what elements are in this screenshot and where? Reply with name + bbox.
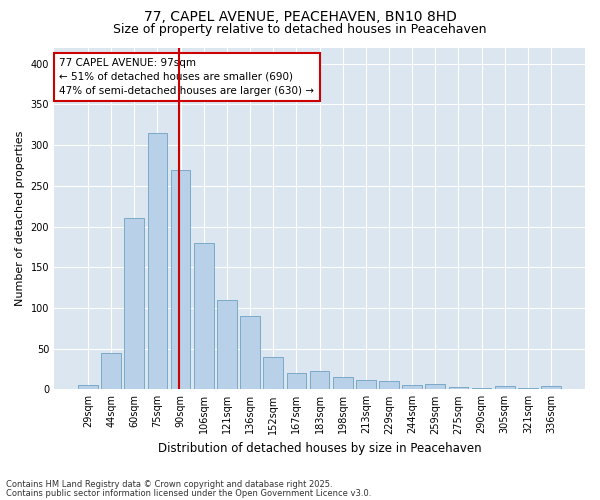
Bar [356, 380, 376, 390]
Bar [541, 386, 561, 390]
Bar [518, 388, 538, 390]
Bar [124, 218, 144, 390]
Text: 77, CAPEL AVENUE, PEACEHAVEN, BN10 8HD: 77, CAPEL AVENUE, PEACEHAVEN, BN10 8HD [143, 10, 457, 24]
Bar [472, 388, 491, 390]
Bar [287, 373, 306, 390]
Bar [78, 385, 98, 390]
X-axis label: Distribution of detached houses by size in Peacehaven: Distribution of detached houses by size … [158, 442, 481, 455]
Bar [402, 385, 422, 390]
Bar [217, 300, 237, 390]
Bar [379, 381, 399, 390]
Bar [425, 384, 445, 390]
Bar [495, 386, 515, 390]
Bar [333, 377, 353, 390]
Text: Contains public sector information licensed under the Open Government Licence v3: Contains public sector information licen… [6, 489, 371, 498]
Text: 77 CAPEL AVENUE: 97sqm
← 51% of detached houses are smaller (690)
47% of semi-de: 77 CAPEL AVENUE: 97sqm ← 51% of detached… [59, 58, 314, 96]
Y-axis label: Number of detached properties: Number of detached properties [15, 130, 25, 306]
Bar [148, 133, 167, 390]
Bar [449, 387, 468, 390]
Bar [310, 372, 329, 390]
Text: Contains HM Land Registry data © Crown copyright and database right 2025.: Contains HM Land Registry data © Crown c… [6, 480, 332, 489]
Bar [194, 243, 214, 390]
Bar [101, 352, 121, 390]
Bar [240, 316, 260, 390]
Bar [171, 170, 190, 390]
Text: Size of property relative to detached houses in Peacehaven: Size of property relative to detached ho… [113, 22, 487, 36]
Bar [263, 357, 283, 390]
